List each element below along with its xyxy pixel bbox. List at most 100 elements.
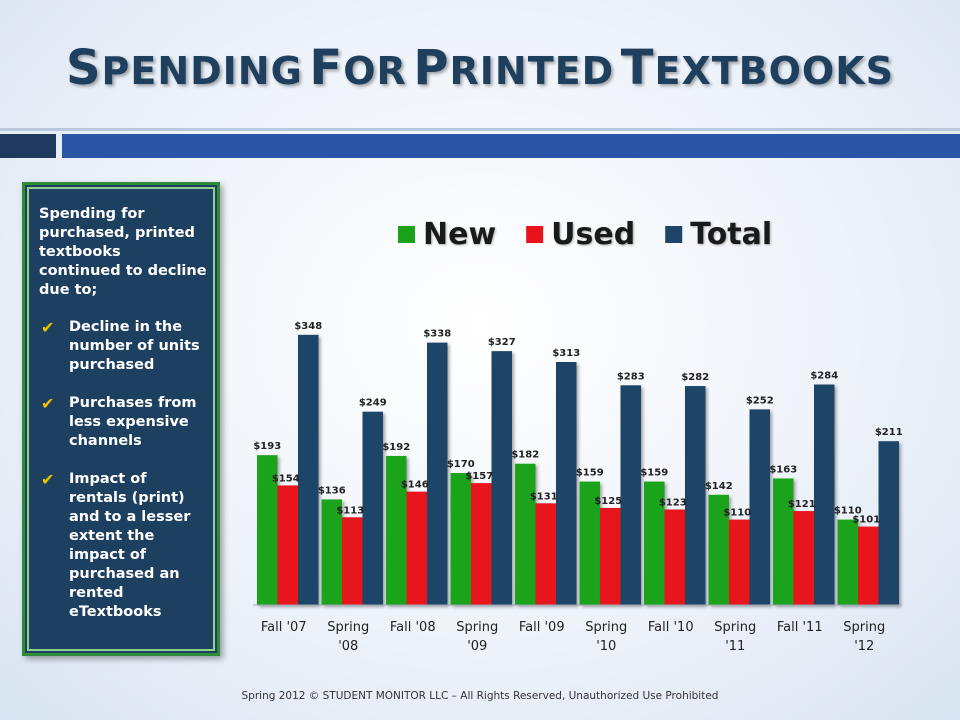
data-label: $157 [465,471,493,482]
bar-total [620,385,641,605]
sidebar-point: ✔ Purchases from less expensive channels [39,394,207,451]
header-divider [0,128,960,131]
check-icon: ✔ [41,318,55,337]
legend-label-new: New [423,217,496,252]
data-label: $282 [681,372,709,383]
chart-bars [257,334,899,605]
data-label: $159 [576,468,604,479]
header-accent-bar [62,134,960,158]
data-label: $283 [617,371,645,382]
title-letter: S [65,40,102,96]
bar-new [257,455,278,605]
data-label: $182 [511,450,539,461]
title-letter: T [620,40,655,96]
legend-swatch-total [665,226,683,243]
legend-label-used: Used [551,217,635,252]
bar-new [450,473,471,605]
sidebar-point: ✔ Impact of rentals (print) and to a les… [39,470,207,622]
data-label: $249 [359,398,387,409]
data-label: $123 [659,498,687,509]
data-label: $113 [336,505,364,516]
x-tick-label: '09 [467,639,487,654]
page-title: SPENDING FOR PRINTED TEXTBOOKS [0,40,960,96]
data-label: $131 [530,491,558,502]
x-tick-label: Fall '10 [648,620,694,635]
data-label: $110 [834,506,862,517]
sidebar-note-box: Spending for purchased, printed textbook… [22,182,220,656]
sidebar-point-text: Impact of rentals (print) and to a lesse… [69,471,191,620]
chart-legend: New Used Total [398,217,772,252]
bar-total [491,351,512,605]
sidebar-point-text: Purchases from less expensive channels [69,395,197,449]
data-label: $159 [640,468,668,479]
bar-total [298,334,319,605]
data-label: $327 [488,337,516,348]
legend-swatch-new [398,226,415,243]
data-label: $252 [746,395,774,406]
title-word-rest: RINTED [449,49,615,93]
x-tick-label: Spring [585,620,627,635]
x-tick-label: Fall '09 [519,620,565,635]
copyright-footer: Spring 2012 © STUDENT MONITOR LLC – All … [241,690,719,702]
legend-swatch-used [526,226,544,243]
bar-new [515,463,536,605]
chart-x-axis: Fall '07 Spring '08 Fall '08 Spring '09 Fall '… [253,604,902,654]
bar-total [878,441,899,605]
bar-used [342,517,363,605]
sidebar-intro: Spending for purchased, printed textbook… [39,206,207,298]
x-tick-label: Spring [714,620,756,635]
bar-new [386,455,407,605]
title-word-rest: PENDING [101,49,303,93]
bar-used [858,526,879,605]
title-letter: F [309,40,344,96]
bar-total [556,362,577,605]
x-tick-label: Fall '11 [777,620,823,635]
x-tick-label: Spring [843,620,885,635]
title-letter: P [413,40,450,96]
chart-value-labels: $193 $154 $348 $136 $113 $249 $192 $146 $338 $170… [253,321,902,526]
bar-total [427,342,448,605]
title-word-rest: EXTBOOKS [654,49,895,93]
title-word-rest: OR [343,49,407,93]
data-label: $136 [318,485,346,496]
x-tick-label: Spring [456,620,498,635]
header-accent-left [0,134,56,158]
x-tick-label: Fall '08 [390,620,436,635]
legend-label-total: Total [690,217,772,252]
check-icon: ✔ [41,394,55,413]
data-label: $142 [705,481,733,492]
bar-used [793,511,814,605]
bar-new [773,478,794,605]
bar-new [644,481,665,605]
bar-used [664,509,685,605]
bar-used [277,485,298,605]
bar-total [362,411,383,605]
sidebar-point-text: Decline in the number of units purchased [69,319,200,373]
bar-used [406,491,427,605]
sidebar-points: ✔ Decline in the number of units purchas… [39,318,207,622]
data-label: $154 [272,473,300,484]
data-label: $313 [552,348,580,359]
bar-used [471,483,492,605]
x-tick-label: '11 [725,639,745,654]
sidebar-point: ✔ Decline in the number of units purchas… [39,318,207,375]
data-label: $110 [723,508,751,519]
x-tick-label: '12 [854,639,874,654]
data-label: $146 [401,480,429,491]
bar-new [321,499,342,605]
data-label: $125 [594,496,622,507]
data-label: $211 [875,427,903,438]
data-label: $348 [294,321,322,332]
data-label: $121 [788,499,816,510]
x-tick-label: Spring [327,620,369,635]
data-label: $170 [447,459,475,470]
bar-new [837,519,858,605]
data-label: $193 [253,441,281,452]
x-tick-label: '08 [338,639,358,654]
data-label: $338 [423,329,451,340]
bar-used [535,503,556,605]
bar-used [729,519,750,605]
bar-total [749,409,770,605]
bar-chart: New Used Total $193$154$348$136$113$249$19… [253,217,903,654]
data-label: $163 [769,464,797,475]
